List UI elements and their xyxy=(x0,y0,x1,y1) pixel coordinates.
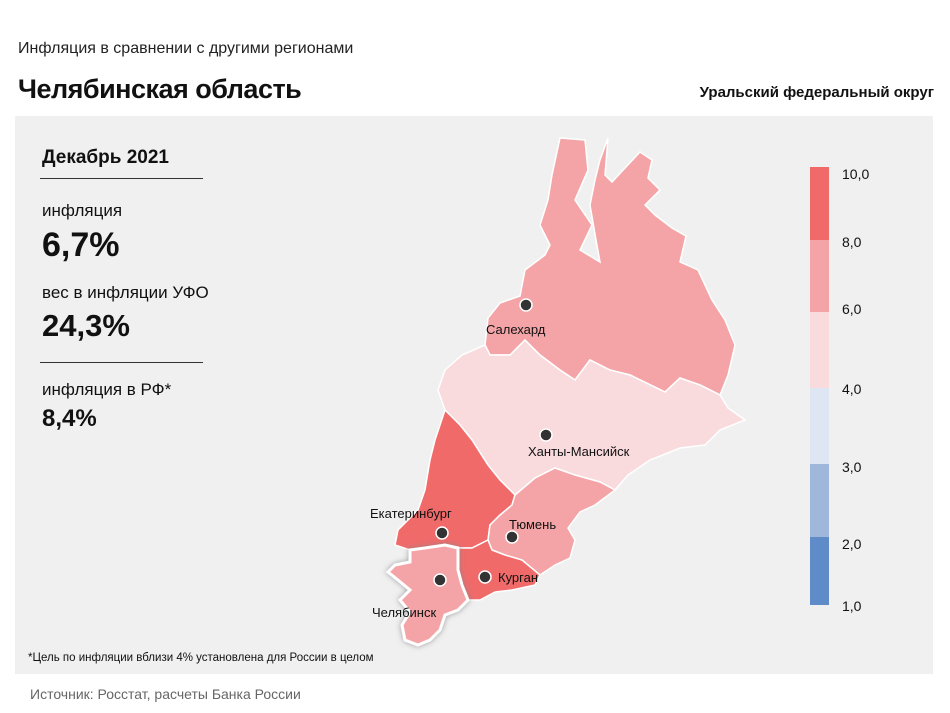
region-tyumen[interactable] xyxy=(487,467,617,576)
rf-inflation-value: 8,4% xyxy=(42,405,97,432)
divider xyxy=(40,178,203,179)
legend-tick: 8,0 xyxy=(842,234,862,250)
legend-tick: 2,0 xyxy=(842,536,862,552)
legend-tick: 3,0 xyxy=(842,459,862,475)
legend-tick: 4,0 xyxy=(842,381,862,397)
legend-swatch xyxy=(810,537,829,605)
region-chelyabinsk[interactable] xyxy=(385,543,470,647)
footnote: *Цель по инфляции вблизи 4% установлена … xyxy=(28,652,374,664)
legend-tick: 10,0 xyxy=(842,166,870,182)
page-subtitle: Инфляция в сравнении с другими регионами xyxy=(18,40,354,57)
inflation-value: 6,7% xyxy=(42,226,120,264)
source-note: Источник: Росстат, расчеты Банка России xyxy=(30,686,301,702)
page-title: Челябинская область xyxy=(18,74,302,104)
inflation-label: инфляция xyxy=(42,201,123,220)
rf-inflation-label: инфляция в РФ* xyxy=(42,380,172,399)
legend-swatch xyxy=(810,240,829,312)
legend-tick: 1,0 xyxy=(842,598,862,614)
period-label: Декабрь 2021 xyxy=(42,147,169,168)
weight-label: вес в инфляции УФО xyxy=(42,283,209,302)
region-yamal[interactable] xyxy=(484,137,736,397)
legend-swatch xyxy=(810,464,829,537)
legend-swatch xyxy=(810,388,829,464)
federal-district-label: Уральский федеральный округ xyxy=(699,84,934,101)
legend-swatch xyxy=(810,167,829,240)
legend-swatch xyxy=(810,312,829,388)
legend-tick: 6,0 xyxy=(842,301,862,317)
divider xyxy=(40,362,203,363)
weight-value: 24,3% xyxy=(42,308,130,343)
